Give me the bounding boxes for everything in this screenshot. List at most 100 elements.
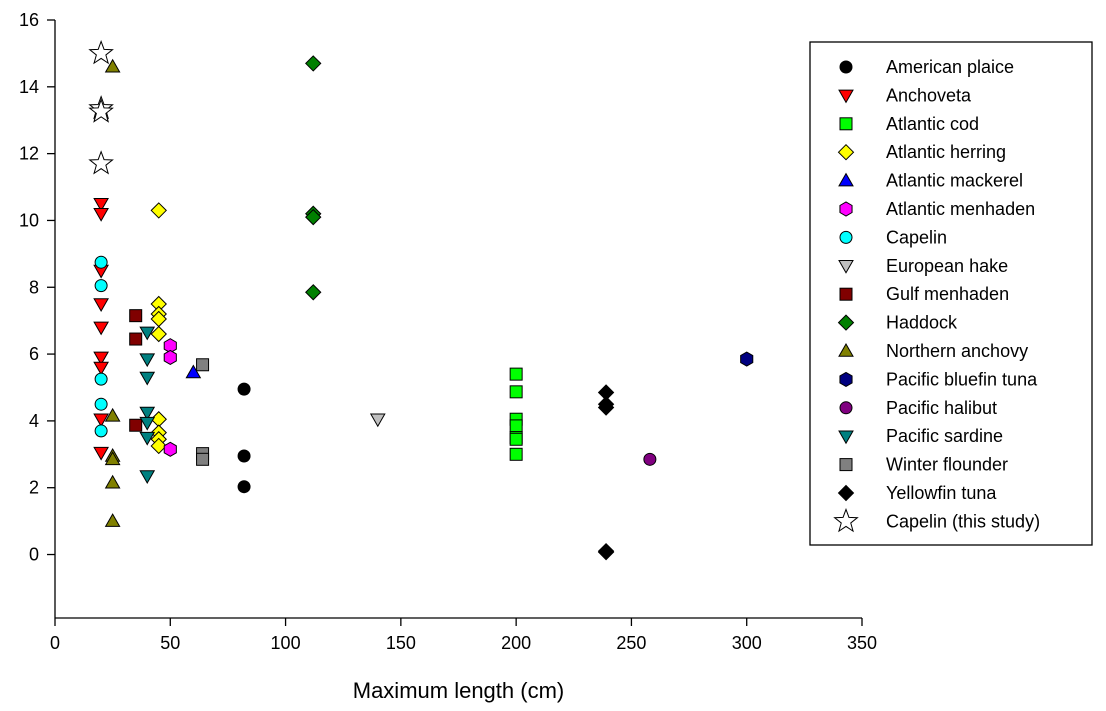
data-point <box>104 451 121 466</box>
x-axis-title: Maximum length (cm) <box>353 678 564 703</box>
x-tick-label: 100 <box>271 633 301 653</box>
legend-marker <box>838 172 854 187</box>
data-point <box>305 208 322 226</box>
legend-marker <box>839 60 853 74</box>
legend-marker <box>839 230 853 244</box>
data-point <box>88 150 114 175</box>
y-tick-label: 4 <box>29 411 39 431</box>
series-pacific-bluefin-tuna <box>740 351 754 367</box>
data-point <box>93 298 109 312</box>
legend-label: Capelin <box>886 227 947 247</box>
legend-marker <box>838 430 854 445</box>
legend-item: Atlantic menhaden <box>839 199 1035 219</box>
data-point <box>94 424 108 438</box>
data-point <box>237 382 251 396</box>
legend-item: Atlantic mackerel <box>838 171 1023 191</box>
data-point <box>185 364 202 379</box>
data-point <box>129 418 143 432</box>
legend-item: Atlantic cod <box>839 114 979 134</box>
data-point <box>163 349 177 365</box>
legend-item: Northern anchovy <box>838 341 1028 361</box>
data-point <box>237 480 251 494</box>
series-gulf-menhaden <box>129 309 143 432</box>
data-point <box>139 470 156 485</box>
legend-marker <box>838 89 854 104</box>
series-yellowfin-tuna <box>597 384 615 561</box>
y-tick-label: 0 <box>29 545 39 565</box>
y-tick-label: 16 <box>19 10 39 30</box>
legend-item: Winter flounder <box>839 455 1008 475</box>
legend-label: Northern anchovy <box>886 341 1028 361</box>
series-atlantic-herring <box>150 202 167 455</box>
x-tick-label: 0 <box>50 633 60 653</box>
data-point <box>150 202 167 219</box>
legend-label: Pacific bluefin tuna <box>886 369 1038 389</box>
x-tick-label: 300 <box>732 633 762 653</box>
data-point <box>305 55 322 72</box>
legend-marker <box>833 507 859 533</box>
legend-marker <box>838 260 854 274</box>
legend-item: Anchoveta <box>838 85 972 105</box>
legend-marker <box>839 401 853 415</box>
series-anchoveta <box>93 197 109 461</box>
series-capelin-this-study <box>88 39 114 175</box>
legend-label: Atlantic mackerel <box>886 171 1023 191</box>
y-tick-label: 14 <box>19 77 39 97</box>
legend-label: Pacific halibut <box>886 398 997 418</box>
data-point <box>139 326 156 341</box>
data-point <box>93 208 109 222</box>
legend-label: Gulf menhaden <box>886 284 1009 304</box>
legend-item: Haddock <box>837 313 958 333</box>
x-tick-label: 50 <box>160 633 180 653</box>
legend-label: Atlantic herring <box>886 142 1006 162</box>
data-point <box>139 353 156 368</box>
legend-label: Capelin (this study) <box>886 511 1040 531</box>
data-point <box>93 413 109 428</box>
data-point <box>104 513 121 527</box>
data-point <box>369 413 386 428</box>
data-point <box>509 432 523 446</box>
x-tick-label: 150 <box>386 633 416 653</box>
legend-label: Pacific sardine <box>886 426 1003 446</box>
legend-marker <box>839 117 853 131</box>
data-point <box>509 419 523 433</box>
y-tick-label: 12 <box>19 144 39 164</box>
data-point <box>150 437 167 455</box>
x-tick-label: 200 <box>501 633 531 653</box>
legend-marker <box>837 484 855 502</box>
data-point <box>104 58 121 73</box>
legend-marker <box>837 314 855 331</box>
legend-label: Yellowfin tuna <box>886 483 997 503</box>
series-haddock <box>305 55 322 301</box>
data-point <box>93 446 109 461</box>
legend-item: Yellowfin tuna <box>837 483 997 503</box>
data-point <box>93 351 109 366</box>
data-point <box>305 284 322 301</box>
legend-item: European hake <box>838 256 1008 276</box>
legend-label: European hake <box>886 256 1008 276</box>
legend-item: Capelin <box>839 227 947 247</box>
data-point <box>129 309 143 323</box>
data-point <box>237 449 251 463</box>
data-point <box>94 279 108 293</box>
data-point <box>94 372 108 386</box>
series-pacific-sardine <box>139 326 156 485</box>
data-point <box>163 441 177 457</box>
legend-marker <box>839 201 853 217</box>
data-point <box>94 255 108 269</box>
legend-item: Capelin (this study) <box>833 507 1040 533</box>
legend-item: American plaice <box>839 57 1014 77</box>
plot-area: 0 50 100 150 200 250 300 350 0 2 4 6 8 10 12 14 16 <box>19 10 877 653</box>
data-point <box>139 406 156 421</box>
series-northern-anchovy <box>104 58 121 527</box>
data-point <box>740 351 754 367</box>
data-point <box>509 447 523 461</box>
y-tick-label: 10 <box>19 210 39 230</box>
data-point <box>94 397 108 411</box>
data-point <box>104 407 121 422</box>
legend-item: Pacific bluefin tuna <box>839 369 1038 389</box>
data-point <box>93 197 109 212</box>
series-american-plaice <box>237 382 251 494</box>
y-tick-label: 2 <box>29 478 39 498</box>
